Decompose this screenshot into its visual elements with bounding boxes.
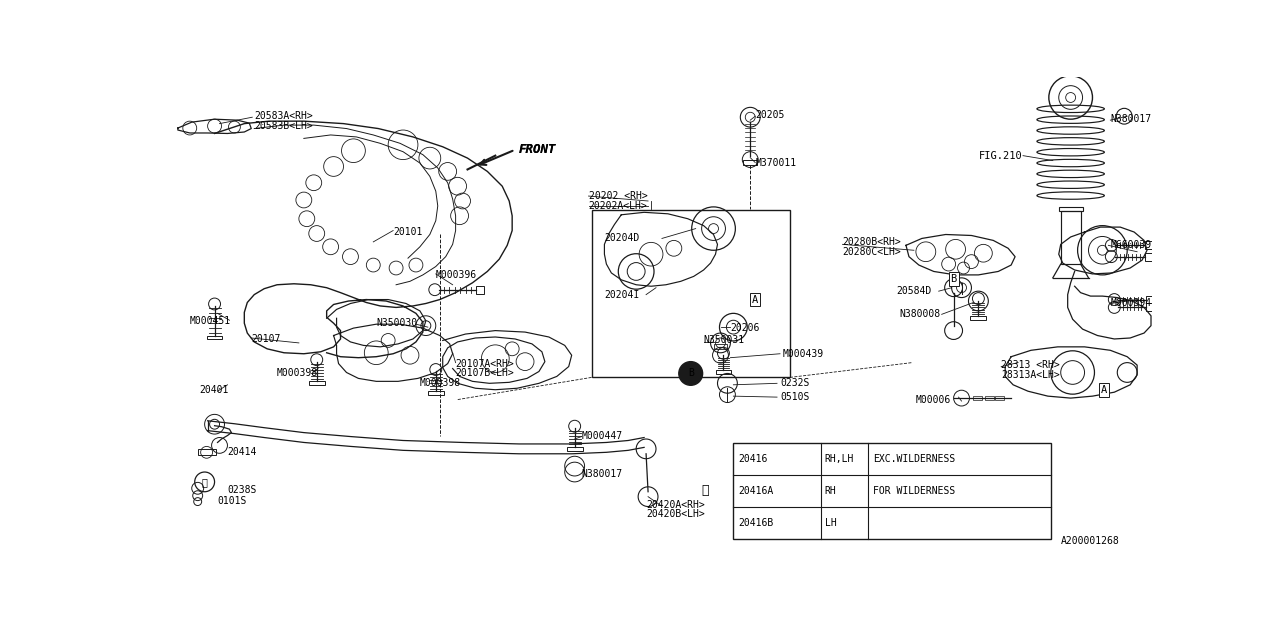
- Text: 20420A<RH>: 20420A<RH>: [646, 500, 705, 509]
- Text: 20416: 20416: [739, 454, 768, 464]
- Ellipse shape: [678, 362, 703, 385]
- Text: 20204I: 20204I: [604, 290, 640, 300]
- Text: 0238S: 0238S: [228, 484, 257, 495]
- Text: 20202 <RH>: 20202 <RH>: [589, 191, 648, 201]
- Text: 0510S: 0510S: [780, 392, 809, 402]
- Bar: [206, 335, 223, 339]
- Text: M000398: M000398: [420, 378, 461, 388]
- Text: N380017: N380017: [1110, 114, 1152, 124]
- Bar: [713, 344, 727, 349]
- Bar: [744, 159, 758, 164]
- Text: A: A: [753, 294, 758, 305]
- Text: 20416A: 20416A: [739, 486, 773, 496]
- Text: 20416B: 20416B: [739, 518, 773, 528]
- Bar: [476, 285, 484, 294]
- Text: 0232S: 0232S: [780, 378, 809, 388]
- Text: 20107B<LH>: 20107B<LH>: [456, 369, 515, 378]
- Bar: [1146, 241, 1153, 249]
- Text: M00006: M00006: [916, 395, 951, 404]
- Bar: [567, 447, 582, 451]
- Text: FRONT: FRONT: [520, 143, 557, 156]
- Text: 20583B<LH>: 20583B<LH>: [255, 121, 314, 131]
- Bar: [996, 396, 1005, 400]
- Text: M000394: M000394: [1110, 298, 1152, 308]
- Text: 28313 <RH>: 28313 <RH>: [1001, 360, 1060, 370]
- Text: ①: ①: [701, 484, 709, 497]
- Text: 20420B<LH>: 20420B<LH>: [646, 509, 705, 520]
- Text: B: B: [687, 369, 694, 378]
- Text: FOR WILDERNESS: FOR WILDERNESS: [873, 486, 955, 496]
- Text: 0101S: 0101S: [218, 495, 247, 506]
- Text: 20107A<RH>: 20107A<RH>: [456, 358, 515, 369]
- Text: 20280B<RH>: 20280B<RH>: [842, 237, 901, 247]
- Text: M000451: M000451: [189, 316, 230, 326]
- Text: 20414: 20414: [228, 447, 257, 458]
- Bar: [1146, 303, 1155, 312]
- Text: 20583A<RH>: 20583A<RH>: [255, 111, 314, 121]
- Text: 20206: 20206: [731, 323, 760, 333]
- Bar: [1059, 207, 1083, 211]
- Text: 20280C<LH>: 20280C<LH>: [842, 247, 901, 257]
- Bar: [716, 370, 731, 374]
- Text: M370011: M370011: [755, 158, 796, 168]
- Text: 28313A<LH>: 28313A<LH>: [1001, 370, 1060, 380]
- Text: N380017: N380017: [581, 468, 623, 479]
- Text: N350031: N350031: [704, 335, 745, 346]
- Text: 20401: 20401: [200, 385, 229, 395]
- Text: ①: ①: [202, 477, 207, 487]
- Text: 20107: 20107: [251, 334, 280, 344]
- Bar: [986, 396, 995, 400]
- Text: FRONT: FRONT: [520, 143, 557, 156]
- Bar: [1061, 211, 1080, 264]
- Text: N380008: N380008: [899, 309, 941, 319]
- Text: RH,LH: RH,LH: [824, 454, 854, 464]
- Text: M000398: M000398: [276, 369, 319, 378]
- Text: 20584D: 20584D: [896, 286, 932, 296]
- Text: A: A: [1101, 385, 1107, 395]
- Bar: [1146, 296, 1155, 303]
- Text: M000439: M000439: [783, 349, 824, 359]
- Bar: [428, 391, 444, 395]
- Text: FIG.210: FIG.210: [978, 150, 1023, 161]
- Text: 20205: 20205: [755, 110, 785, 120]
- Bar: [973, 396, 982, 400]
- Text: 20204D: 20204D: [604, 234, 640, 243]
- Bar: [1146, 253, 1153, 260]
- Text: M000447: M000447: [581, 431, 623, 440]
- Text: 20202A<LH>: 20202A<LH>: [589, 201, 648, 211]
- Text: M660039: M660039: [1110, 241, 1152, 250]
- Text: RH: RH: [824, 486, 836, 496]
- Text: 20101: 20101: [393, 227, 422, 237]
- Text: N350030: N350030: [376, 318, 417, 328]
- Bar: [591, 210, 790, 378]
- Text: M000396: M000396: [435, 270, 477, 280]
- Bar: [970, 316, 987, 320]
- Text: EXC.WILDERNESS: EXC.WILDERNESS: [873, 454, 955, 464]
- Bar: [733, 443, 1051, 539]
- Text: LH: LH: [824, 518, 836, 528]
- Text: B: B: [951, 274, 956, 284]
- Text: A200001268: A200001268: [1061, 536, 1120, 546]
- Bar: [308, 381, 325, 385]
- Bar: [197, 449, 215, 455]
